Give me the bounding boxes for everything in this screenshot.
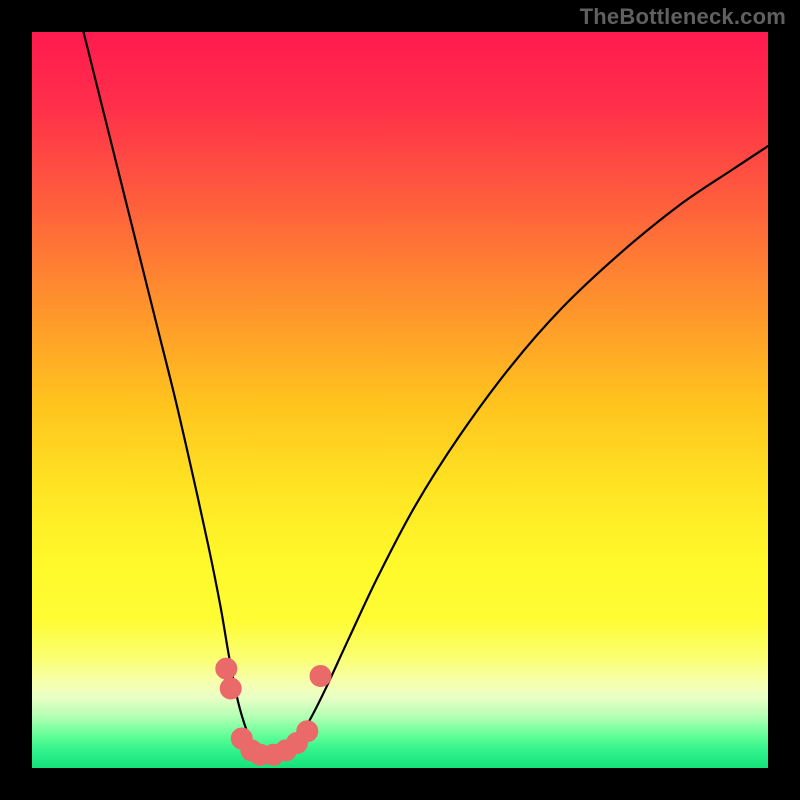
data-marker bbox=[220, 678, 241, 699]
gradient-background bbox=[32, 32, 768, 768]
data-marker bbox=[216, 658, 237, 679]
data-marker bbox=[297, 721, 318, 742]
bottleneck-chart-svg bbox=[0, 0, 800, 800]
watermark-text: TheBottleneck.com bbox=[580, 4, 786, 30]
data-marker bbox=[310, 666, 331, 687]
chart-stage: TheBottleneck.com bbox=[0, 0, 800, 800]
